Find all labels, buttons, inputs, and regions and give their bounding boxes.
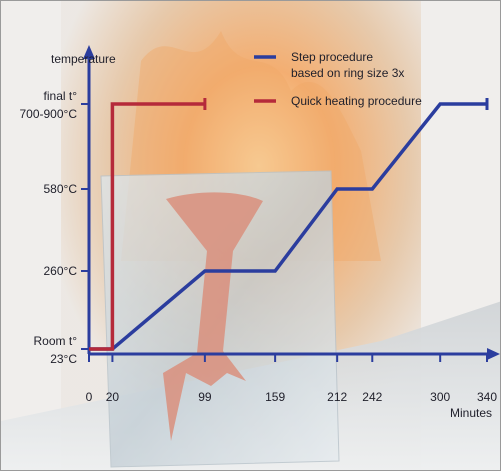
x-ticks: 0 20 99 159 212 242 300 340	[86, 354, 497, 404]
legend-label: based on ring size 3x	[291, 66, 404, 80]
y-tick-label: 23°C	[50, 352, 77, 366]
x-axis-arrowhead	[487, 348, 500, 360]
series-quick-heating-line	[89, 102, 205, 351]
x-tick-label: 159	[265, 390, 285, 404]
y-tick-label: 260°C	[44, 264, 78, 278]
x-tick-label: 99	[198, 390, 212, 404]
legend-label: Step procedure	[291, 50, 373, 64]
y-tick-label: 580°C	[44, 182, 78, 196]
x-axis-label: Minutes	[450, 406, 492, 420]
legend-label: Quick heating procedure	[291, 94, 422, 108]
x-tick-label: 212	[327, 390, 347, 404]
y-axis-label: temperature	[51, 52, 116, 66]
series-step-procedure-line	[89, 102, 487, 351]
y-axis-arrowhead	[83, 45, 95, 59]
y-ticks: Room t° 23°C 260°C 580°C final t° 700-900°C	[19, 89, 89, 366]
y-tick-label: Room t°	[34, 334, 78, 348]
x-tick-label: 340	[477, 390, 497, 404]
x-tick-label: 242	[362, 390, 382, 404]
wax-sprue-model	[163, 192, 263, 441]
y-tick-label: final t°	[44, 89, 78, 103]
axes	[83, 45, 500, 360]
y-tick-label: 700-900°C	[19, 107, 77, 121]
series-layer	[89, 98, 489, 351]
x-tick-label: 0	[86, 390, 93, 404]
legend: Step procedure based on ring size 3x Quick…	[254, 50, 422, 108]
x-tick-label: 20	[106, 390, 120, 404]
x-tick-label: 300	[430, 390, 450, 404]
